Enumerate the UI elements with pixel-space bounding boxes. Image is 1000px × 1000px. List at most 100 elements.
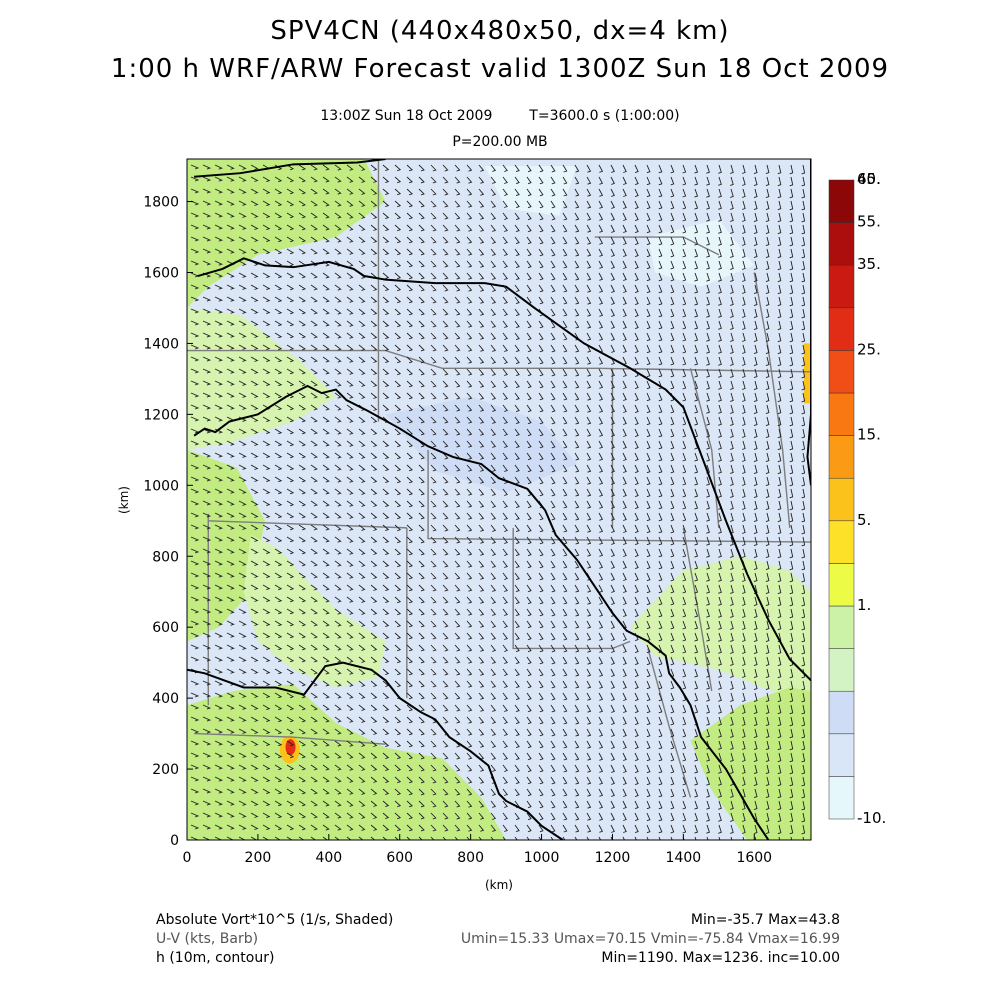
wind-barb [562,596,568,605]
wind-barb [514,500,520,509]
wind-barb [406,668,413,676]
wind-barb [765,428,770,439]
wind-barb [262,752,271,759]
wind-barb [801,512,806,523]
wind-barb [550,728,556,737]
wind-barb [262,440,271,447]
wind-barb [190,308,200,314]
wind-barb [646,500,651,510]
wind-barb [741,416,746,426]
wind-barb [718,428,722,438]
wind-barb [430,800,437,808]
wind-barb [634,404,639,414]
wind-barb [454,656,461,664]
wind-barb [562,692,568,701]
wind-barb [574,728,580,737]
wind-barb [634,512,639,522]
wind-barb [753,740,758,751]
wind-barb [502,212,508,220]
wind-barb [777,740,782,751]
wind-barb [526,476,532,485]
wind-barb [334,836,340,840]
wind-barb [646,464,651,474]
wind-barb [801,248,806,259]
wind-barb [753,284,758,295]
wind-barb [214,596,224,602]
wind-barb [658,188,663,198]
wind-barb [202,560,212,566]
wind-barb [406,176,413,184]
wind-barb [406,776,413,784]
wind-barb [634,236,639,246]
wind-barb [298,404,307,411]
wind-barb [442,500,449,508]
wind-barb [442,356,449,364]
wind-barb [646,368,651,378]
wind-barb [454,524,461,532]
wind-barb [370,680,378,687]
wind-barb [262,728,271,735]
wind-barb [706,416,710,426]
wind-barb [334,320,342,327]
wind-barb [789,680,794,691]
wind-barb [406,788,413,796]
wind-barb [226,572,235,578]
wind-barb [658,596,663,606]
wind-barb [406,332,413,340]
wind-barb [765,620,770,631]
wind-barb [634,332,639,342]
y-tick-label: 400 [152,691,179,707]
wind-barb [478,668,485,676]
wind-barb [274,416,283,423]
wind-barb [190,320,200,326]
wind-barb [442,380,449,388]
wind-barb [418,416,425,424]
wind-barb [646,332,651,342]
wind-barb [490,572,497,580]
wind-barb [250,620,259,626]
wind-barb [777,536,782,547]
wind-barb [610,668,615,677]
wind-barb [550,584,556,593]
wind-barb [346,284,354,291]
wind-barb [490,344,497,352]
wind-barb [777,704,782,715]
wind-barb [370,836,376,840]
wind-barb [562,836,566,840]
wind-barb [622,584,627,593]
wind-barb [322,284,330,291]
wind-barb [610,224,615,233]
wind-barb [753,788,758,799]
wind-barb [334,584,342,591]
wind-barb [334,428,342,435]
wind-barb [418,212,425,220]
wind-barb [502,740,508,748]
wind-barb [274,320,283,327]
wind-barb [777,320,782,331]
wind-barb [346,692,354,699]
wind-barb [478,608,485,616]
wind-barb [490,800,497,808]
wind-barb [526,464,532,473]
wind-barb [730,788,734,798]
colorbar-swatch [828,776,855,820]
wind-barb [250,644,259,650]
wind-barb [406,308,413,316]
wind-barb [226,284,235,290]
x-tick-label: 1600 [736,850,772,866]
wind-barb [574,500,580,509]
wind-barb [741,812,746,822]
wind-barb [250,668,259,674]
wind-barb [334,236,342,243]
wind-barb [598,596,604,605]
wind-barb [562,620,568,629]
wind-barb [622,524,627,533]
wind-barb [274,776,283,783]
wind-barb [430,296,437,304]
wind-barb [466,188,473,196]
wind-barb [741,320,746,330]
wind-barb [634,704,639,714]
wind-barb [478,716,485,724]
wind-barb [358,164,366,171]
wind-barb [658,524,663,534]
